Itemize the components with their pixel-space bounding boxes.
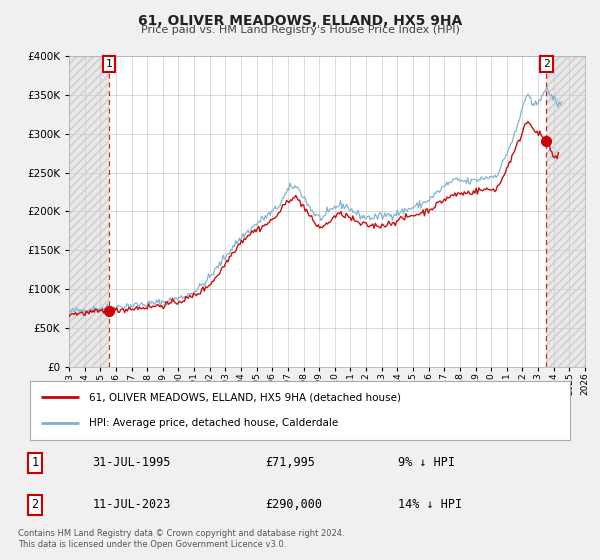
Text: 14% ↓ HPI: 14% ↓ HPI: [398, 498, 462, 511]
Text: 61, OLIVER MEADOWS, ELLAND, HX5 9HA: 61, OLIVER MEADOWS, ELLAND, HX5 9HA: [138, 14, 462, 28]
Text: 2: 2: [31, 498, 38, 511]
Text: Contains HM Land Registry data © Crown copyright and database right 2024.
This d: Contains HM Land Registry data © Crown c…: [18, 529, 344, 549]
Bar: [547, 56, 585, 367]
Text: 2: 2: [543, 59, 550, 69]
Text: £71,995: £71,995: [265, 456, 316, 469]
Text: 1: 1: [31, 456, 38, 469]
Text: HPI: Average price, detached house, Calderdale: HPI: Average price, detached house, Cald…: [89, 418, 338, 428]
Text: 11-JUL-2023: 11-JUL-2023: [92, 498, 171, 511]
Text: £290,000: £290,000: [265, 498, 322, 511]
Text: 31-JUL-1995: 31-JUL-1995: [92, 456, 171, 469]
Text: 61, OLIVER MEADOWS, ELLAND, HX5 9HA (detached house): 61, OLIVER MEADOWS, ELLAND, HX5 9HA (det…: [89, 392, 401, 402]
Text: 1: 1: [106, 59, 113, 69]
Text: 9% ↓ HPI: 9% ↓ HPI: [398, 456, 455, 469]
Text: Price paid vs. HM Land Registry's House Price Index (HPI): Price paid vs. HM Land Registry's House …: [140, 25, 460, 35]
Bar: [69, 56, 109, 367]
